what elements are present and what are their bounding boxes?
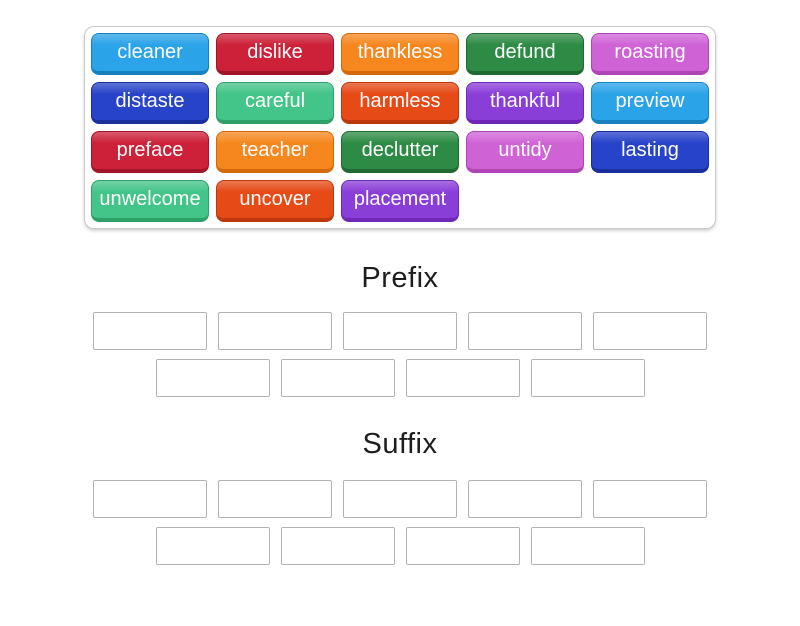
- empty-slot[interactable]: [530, 359, 645, 397]
- word-tile[interactable]: declutter: [341, 131, 459, 173]
- group-title-prefix: Prefix: [361, 262, 439, 294]
- empty-slot[interactable]: [218, 312, 332, 350]
- empty-slot[interactable]: [93, 480, 207, 518]
- word-tile[interactable]: cleaner: [91, 33, 209, 75]
- empty-slot[interactable]: [155, 527, 270, 565]
- empty-slot[interactable]: [530, 527, 645, 565]
- prefix-slot-row-2: [0, 359, 800, 397]
- empty-slot[interactable]: [343, 312, 457, 350]
- suffix-slot-row-1: [0, 480, 800, 518]
- word-tile[interactable]: careful: [216, 82, 334, 124]
- empty-slot[interactable]: [468, 480, 582, 518]
- prefix-slot-row-1: [0, 312, 800, 350]
- empty-slot[interactable]: [218, 480, 332, 518]
- empty-slot[interactable]: [280, 359, 395, 397]
- empty-slot[interactable]: [468, 312, 582, 350]
- word-tile[interactable]: uncover: [216, 180, 334, 222]
- group-suffix: Suffix: [0, 428, 800, 565]
- word-tile[interactable]: lasting: [591, 131, 709, 173]
- word-tile[interactable]: thankful: [466, 82, 584, 124]
- empty-slot[interactable]: [343, 480, 457, 518]
- empty-slot[interactable]: [280, 527, 395, 565]
- empty-slot[interactable]: [93, 312, 207, 350]
- group-sort-activity: cleaner dislike thankless defund roasting dis…: [0, 26, 800, 626]
- word-tile[interactable]: roasting: [591, 33, 709, 75]
- word-tile[interactable]: harmless: [341, 82, 459, 124]
- suffix-slot-row-2: [0, 527, 800, 565]
- word-tile[interactable]: placement: [341, 180, 459, 222]
- word-tile[interactable]: teacher: [216, 131, 334, 173]
- empty-slot[interactable]: [593, 480, 707, 518]
- group-prefix: Prefix: [0, 262, 800, 397]
- empty-slot[interactable]: [155, 359, 270, 397]
- word-tile[interactable]: preview: [591, 82, 709, 124]
- group-title-suffix: Suffix: [362, 428, 438, 460]
- word-bank: cleaner dislike thankless defund roasting dis…: [84, 26, 716, 229]
- word-tile[interactable]: distaste: [91, 82, 209, 124]
- empty-slot[interactable]: [405, 359, 520, 397]
- empty-slot[interactable]: [405, 527, 520, 565]
- word-tile[interactable]: unwelcome: [91, 180, 209, 222]
- word-tile[interactable]: thankless: [341, 33, 459, 75]
- word-tile[interactable]: untidy: [466, 131, 584, 173]
- word-tile[interactable]: dislike: [216, 33, 334, 75]
- empty-slot[interactable]: [593, 312, 707, 350]
- word-tile[interactable]: preface: [91, 131, 209, 173]
- word-tile[interactable]: defund: [466, 33, 584, 75]
